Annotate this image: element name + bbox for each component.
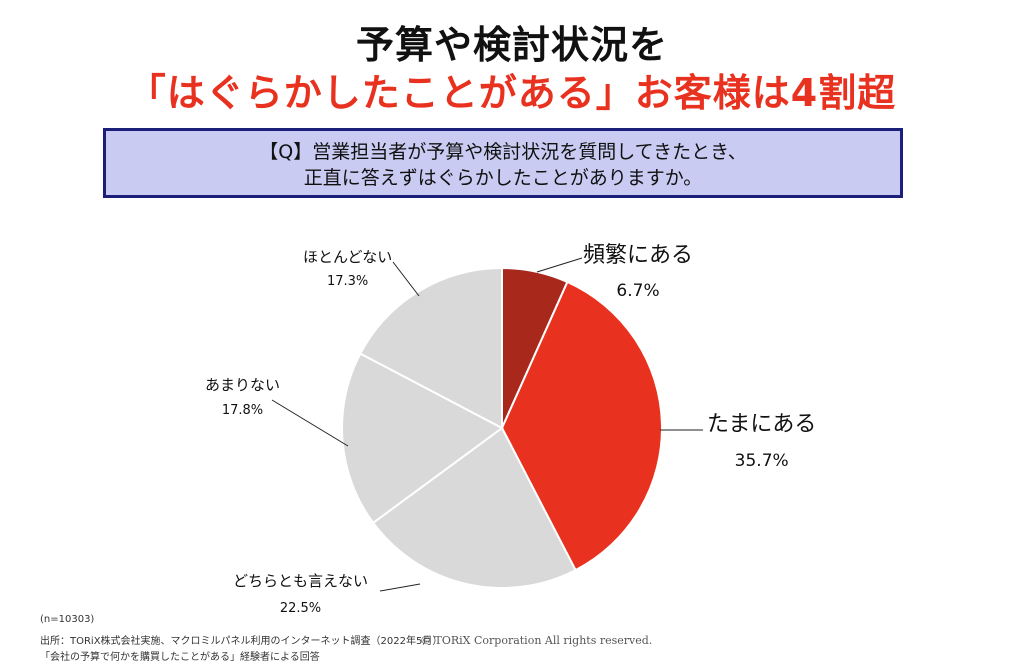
pie-slice-3 [371, 426, 577, 589]
leader-line-1 [536, 257, 583, 273]
leader-line-3 [379, 583, 421, 592]
slice-value-4: 17.8% [222, 403, 263, 418]
slice-value-1: 6.7% [616, 281, 659, 301]
sample-size-note: (n=10303) [40, 614, 95, 625]
question-line1: 【Q】営業担当者が予算や検討状況を質問してきたとき、 [259, 141, 747, 163]
pie-slice-2 [500, 280, 663, 572]
respondent-note: 「会社の予算で何かを購買したことがある」経験者による回答 [40, 652, 320, 663]
slice-label-2: たまにある [707, 412, 816, 437]
copyright: © TORiX Corporation All rights reserved. [420, 634, 653, 647]
slice-value-2: 35.7% [735, 451, 789, 471]
slice-label-5: ほとんどない [303, 248, 392, 266]
slice-label-4: あまりない [205, 376, 280, 394]
slice-label-3: どちらとも言えない [233, 572, 368, 590]
chart-title-line1: 予算や検討状況を [355, 23, 668, 67]
slice-value-3: 22.5% [280, 601, 321, 616]
question-box: 【Q】営業担当者が予算や検討状況を質問してきたとき、 正直に答えずはぐらかしたこ… [103, 128, 903, 198]
source-note: 出所：TORiX株式会社実施、マクロミルパネル利用のインターネット調査（2022… [40, 636, 443, 647]
chart-title-line2: 「はぐらかしたことがある」お客様は4割超 [127, 71, 897, 115]
slice-value-5: 17.3% [327, 274, 368, 289]
pie-slice-5 [359, 266, 503, 430]
slice-label-1: 頻繁にある [583, 243, 693, 268]
pie-slice-4 [341, 352, 504, 525]
leader-line-5 [392, 261, 420, 297]
leader-line-4 [271, 399, 349, 447]
question-line2: 正直に答えずはぐらかしたことがありますか。 [303, 167, 703, 189]
